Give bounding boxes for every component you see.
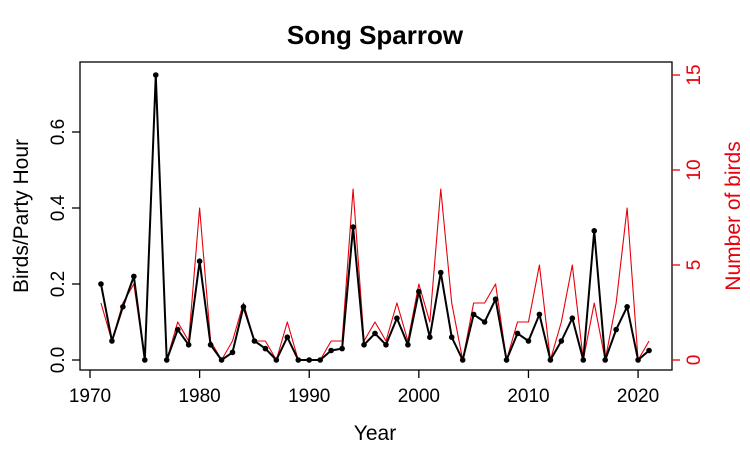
data-point: [174, 326, 181, 333]
data-point: [383, 342, 389, 348]
data-point: [514, 330, 521, 337]
data-point: [448, 334, 455, 341]
series-line-number-of-birds: [100, 74, 650, 361]
data-point: [602, 357, 608, 363]
data-point: [459, 357, 466, 363]
y2-tick-label: 15: [684, 64, 705, 85]
data-point: [394, 315, 400, 322]
data-point: [547, 357, 554, 363]
x-tick-label: 1980: [178, 386, 220, 407]
data-point: [328, 347, 334, 354]
data-point: [350, 224, 356, 230]
x-tick-label: 2000: [398, 386, 440, 407]
data-point: [163, 357, 170, 363]
y-tick-label: 0.4: [48, 194, 69, 221]
x-tick-label: 1970: [69, 386, 111, 407]
data-point: [120, 304, 126, 310]
y2-tick-label: 5: [684, 260, 705, 271]
data-point: [569, 315, 576, 322]
data-point: [251, 338, 258, 344]
y2-axis-label: Number of birds: [722, 141, 745, 290]
data-point: [503, 357, 510, 363]
y2-tick-label: 10: [684, 159, 705, 180]
x-tick-label: 2010: [507, 386, 549, 407]
data-point: [306, 357, 313, 363]
y-axis-left: 0.0 0.2 0.4 0.6: [48, 119, 80, 373]
data-point: [240, 304, 247, 310]
data-point: [372, 330, 378, 337]
data-point: [525, 338, 532, 344]
data-point: [613, 326, 619, 333]
data-point: [273, 357, 280, 363]
data-point: [624, 304, 630, 310]
y-axis-label: Birds/Party Hour: [10, 139, 33, 293]
data-point: [437, 269, 444, 276]
data-point: [339, 345, 345, 352]
series-layer: [98, 72, 652, 363]
data-point: [284, 334, 291, 341]
data-point: [361, 342, 367, 348]
series-line-birds-per-party-hour: [99, 74, 650, 361]
y-tick-label: 0.2: [48, 271, 69, 297]
chart-title: Song Sparrow: [287, 20, 464, 50]
data-point: [405, 342, 411, 348]
x-axis: 1970 1980 1990 2000 2010 2020: [69, 370, 659, 407]
data-point: [317, 357, 323, 363]
y2-tick-label: 0: [684, 355, 705, 366]
data-point: [470, 311, 477, 318]
y-axis-right: 0 5 10 15: [672, 64, 705, 365]
data-point: [427, 334, 433, 341]
data-point: [109, 338, 115, 344]
data-point: [558, 338, 565, 344]
data-point: [229, 349, 236, 356]
x-tick-label: 1990: [288, 386, 330, 407]
x-axis-label: Year: [354, 422, 396, 445]
data-point: [295, 357, 302, 363]
data-point: [131, 273, 137, 280]
data-point: [98, 281, 104, 287]
data-point: [262, 345, 269, 352]
data-point: [536, 311, 543, 318]
data-point: [152, 72, 159, 78]
data-point: [416, 288, 422, 295]
data-point: [207, 342, 214, 348]
x-tick-label: 2020: [617, 386, 659, 407]
data-point: [481, 319, 488, 325]
data-point: [196, 258, 203, 265]
data-point: [580, 357, 587, 363]
data-point: [635, 357, 641, 363]
y-tick-label: 0.6: [48, 119, 69, 145]
data-point: [646, 347, 652, 354]
data-point: [185, 342, 192, 348]
data-point: [591, 228, 598, 234]
data-point: [142, 357, 148, 363]
data-point: [492, 296, 499, 303]
data-point: [218, 357, 225, 363]
plot-frame: [79, 61, 673, 371]
y-tick-label: 0.0: [48, 347, 69, 373]
